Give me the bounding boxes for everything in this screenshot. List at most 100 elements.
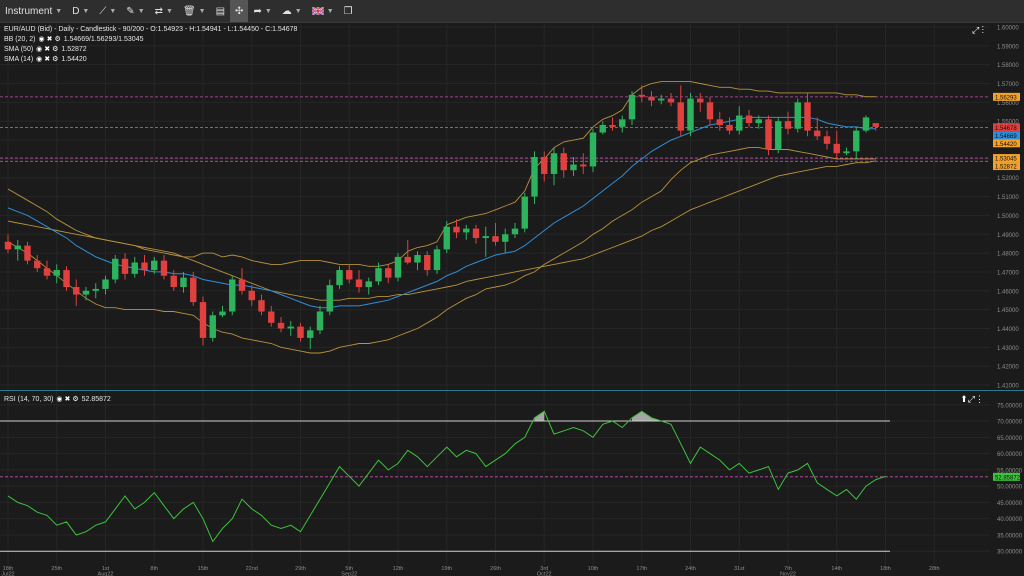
- line-tool-button[interactable]: ⟋ ▼: [94, 0, 121, 22]
- candle-body: [697, 98, 704, 103]
- price-tag: [993, 131, 1020, 140]
- instrument-dropdown[interactable]: Instrument ▼: [0, 0, 67, 22]
- chevron-down-icon: ▼: [326, 7, 334, 15]
- eye-icon[interactable]: ◉: [38, 36, 45, 43]
- close-icon[interactable]: ✖: [64, 396, 71, 403]
- candle-body: [599, 124, 606, 133]
- y-tick-label: 35.00000: [997, 533, 1023, 539]
- trash-button[interactable]: 🗑 ▼: [178, 0, 211, 22]
- price-chart[interactable]: 1.60000 1.59000 1.58000 1.57000 1.56000 1.550…: [0, 23, 1024, 390]
- more-icon[interactable]: ⋮: [975, 394, 984, 404]
- candle-body: [521, 196, 528, 229]
- candle-body: [765, 119, 772, 150]
- draw-tools-button[interactable]: ⇄ ▼: [150, 0, 178, 22]
- chevron-down-icon: ▼: [55, 7, 63, 15]
- candle-body: [385, 268, 392, 278]
- price-tag-label: 1.54678: [995, 126, 1017, 132]
- arrow-up-icon[interactable]: ⬆: [960, 394, 968, 404]
- candle-body: [73, 287, 80, 295]
- candle-body: [199, 302, 207, 338]
- y-tick-label: 30.00000: [997, 550, 1023, 556]
- more-icon[interactable]: ⋮: [979, 25, 984, 35]
- candle-body: [667, 98, 675, 103]
- candle-body: [394, 256, 402, 278]
- candle-body: [755, 119, 762, 124]
- expand-icon[interactable]: ⤢: [972, 25, 980, 35]
- grid-button[interactable]: ✣: [230, 0, 249, 22]
- candle-body: [784, 121, 792, 129]
- candle-body: [589, 132, 597, 167]
- candle-body: [238, 279, 246, 291]
- price-tag-label: 1.53045: [995, 157, 1017, 163]
- main-panel-controls: ⤢ ⋮: [972, 25, 984, 36]
- legend-sma14[interactable]: SMA (14) ◉ ✖ ⚙ 1.54420: [4, 55, 297, 65]
- x-tick-label: 1st: [102, 566, 110, 572]
- timeframe-dropdown[interactable]: D ▼: [67, 0, 94, 22]
- close-icon[interactable]: ✖: [46, 36, 53, 43]
- layout-button[interactable]: ▤: [211, 0, 230, 22]
- candle-body: [209, 315, 216, 338]
- gear-icon[interactable]: ⚙: [72, 396, 79, 403]
- legend-main-title: EUR/AUD (Bid) - Daily - Candlestick: [4, 26, 117, 33]
- candle-body: [726, 124, 733, 131]
- x-tick-label: 5th: [345, 566, 353, 572]
- gear-icon[interactable]: ⚙: [52, 56, 59, 63]
- gear-icon[interactable]: ⚙: [52, 46, 59, 53]
- candle-body: [82, 290, 90, 295]
- close-icon[interactable]: ✖: [44, 46, 51, 53]
- eye-icon[interactable]: ◉: [56, 396, 63, 403]
- arrow-button[interactable]: ➦ ▼: [248, 0, 276, 22]
- rsi-legend[interactable]: RSI (14, 70, 30) ◉ ✖ ⚙ 52.85872: [4, 395, 111, 405]
- x-tick-sublabel: Sep22: [341, 572, 357, 576]
- y-tick-label: 1.44000: [997, 327, 1019, 333]
- eye-icon[interactable]: ◉: [36, 46, 43, 53]
- candle-body: [170, 275, 177, 288]
- legend-sma14-label: SMA (14): [4, 56, 34, 63]
- window-button[interactable]: ❐: [339, 0, 358, 22]
- settings-button[interactable]: ☁ ▼: [277, 0, 307, 22]
- chevron-down-icon: ▼: [137, 7, 145, 15]
- settings-icon: ☁: [281, 5, 292, 17]
- candle-body: [843, 151, 850, 154]
- sma14-line: [7, 116, 876, 309]
- eye-icon[interactable]: ◉: [36, 56, 43, 63]
- legend-bb[interactable]: BB (20, 2) ◉ ✖ ⚙ 1.54669/1.56293/1.53045: [4, 35, 297, 45]
- draw-tools-icon: ⇄: [154, 5, 164, 17]
- chevron-down-icon: ▼: [166, 7, 173, 15]
- x-tick-label: 26th: [490, 566, 501, 572]
- expand-icon[interactable]: ⤢: [967, 394, 975, 404]
- y-tick-label: 1.60000: [997, 26, 1019, 32]
- x-tick-label: 10th: [588, 566, 599, 572]
- x-tick-label: 18th: [880, 566, 891, 572]
- candle-body: [687, 98, 694, 131]
- trash-icon: 🗑: [182, 5, 196, 17]
- candle-body: [648, 96, 655, 101]
- close-icon[interactable]: ✖: [44, 56, 51, 63]
- language-button[interactable]: ▼: [307, 0, 339, 22]
- candle-body: [404, 256, 411, 263]
- chevron-down-icon: ▼: [109, 7, 117, 15]
- price-tag-label: 1.54420: [995, 142, 1017, 148]
- y-tick-label: 1.51000: [997, 195, 1019, 201]
- legend-sma50[interactable]: SMA (50) ◉ ✖ ⚙ 1.52872: [4, 45, 297, 55]
- window-icon: ❐: [343, 5, 353, 17]
- candle-body: [833, 143, 840, 154]
- chevron-down-icon: ▼: [198, 7, 206, 15]
- bb-lower-line: [7, 147, 876, 354]
- candle-body: [424, 254, 431, 271]
- y-tick-label: 75.00000: [997, 403, 1023, 409]
- price-tag: [993, 123, 1020, 132]
- rsi-value-tag: [993, 472, 1020, 481]
- candle-body: [190, 277, 197, 303]
- price-tag-label: 1.56293: [995, 95, 1017, 101]
- candle-body: [433, 249, 441, 271]
- candle-body: [336, 270, 343, 286]
- pencil-button[interactable]: ✎ ▼: [121, 0, 149, 22]
- candle-body: [151, 260, 158, 271]
- price-chart-panel[interactable]: 1.60000 1.59000 1.58000 1.57000 1.56000 1.550…: [0, 23, 1024, 391]
- gear-icon[interactable]: ⚙: [54, 36, 61, 43]
- rsi-panel-controls: ⬆⤢⋮: [960, 394, 984, 405]
- rsi-panel[interactable]: 75.00000 70.00000 65.00000 60.00000 55.00000…: [0, 391, 1024, 565]
- rsi-chart[interactable]: 75.00000 70.00000 65.00000 60.00000 55.00000…: [0, 391, 1024, 565]
